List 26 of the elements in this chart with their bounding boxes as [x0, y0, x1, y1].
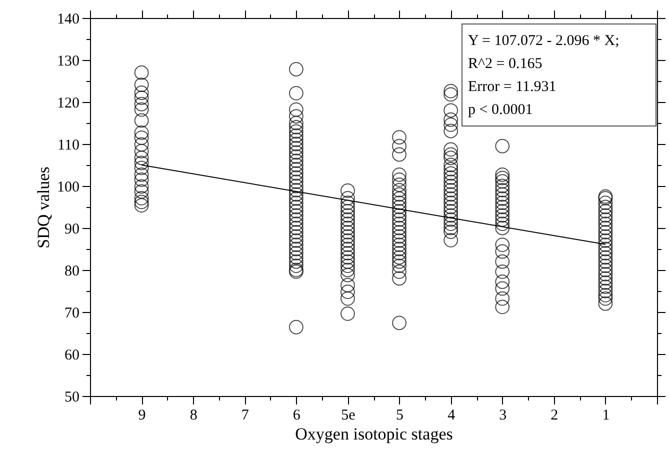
annotation: p < 0.0001	[468, 102, 533, 118]
y-tick-label: 140	[57, 12, 80, 28]
x-tick-label: 4	[448, 408, 456, 424]
x-tick-label: 5e	[341, 408, 356, 424]
x-tick-label: 2	[550, 408, 558, 424]
x-tick-label: 8	[190, 408, 198, 424]
y-tick-label: 90	[64, 222, 80, 238]
x-axis-title: Oxygen isotopic stages	[295, 424, 453, 444]
y-tick-label: 50	[64, 390, 80, 406]
annotation: Error = 11.931	[468, 79, 556, 95]
x-tick-label: 3	[499, 408, 507, 424]
y-tick-label: 100	[57, 180, 80, 196]
x-tick-label: 5	[396, 408, 404, 424]
y-tick-label: 70	[64, 306, 80, 322]
y-tick-label: 110	[58, 138, 80, 154]
annotation: Y = 107.072 - 2.096 * X;	[468, 33, 620, 49]
x-tick-label: 7	[241, 408, 250, 424]
y-axis-title: SDQ values	[34, 166, 53, 248]
y-tick-label: 130	[57, 54, 80, 70]
y-tick-label: 80	[64, 264, 80, 280]
x-tick-label: 1	[602, 408, 610, 424]
x-tick-label: 6	[292, 408, 301, 424]
annotation: R^2 = 0.165	[468, 56, 542, 72]
y-tick-label: 120	[57, 96, 80, 112]
y-tick-label: 60	[64, 348, 80, 364]
x-tick-label: 9	[138, 408, 146, 424]
